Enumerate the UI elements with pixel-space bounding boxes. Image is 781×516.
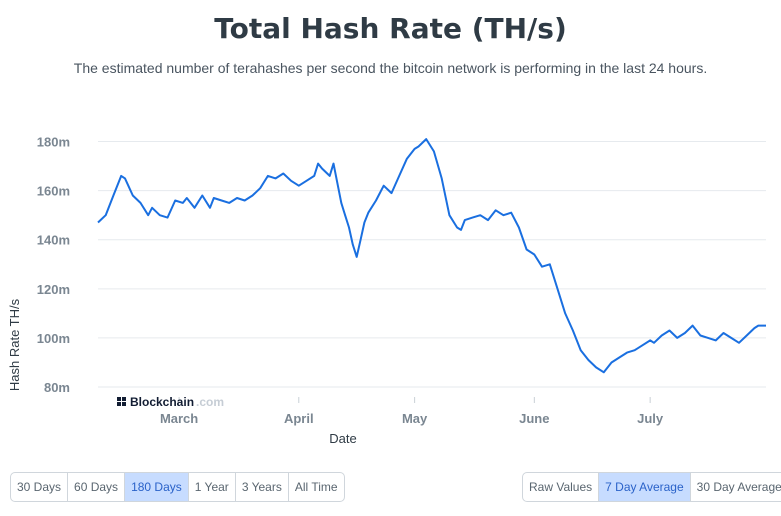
x-tick-label: May — [402, 411, 428, 426]
timespan-60-days-button[interactable]: 60 Days — [68, 473, 126, 501]
x-tick-label: July — [637, 411, 664, 426]
x-axis-ticks: March April May June July — [160, 397, 664, 426]
average-selector: Raw Values 7 Day Average 30 Day Average — [522, 472, 781, 502]
timespan-1-year-button[interactable]: 1 Year — [189, 473, 236, 501]
timespan-selector: 30 Days 60 Days 180 Days 1 Year 3 Years All T… — [10, 472, 345, 502]
watermark-suffix: .com — [196, 395, 224, 409]
y-tick-label: 80m — [44, 380, 70, 395]
y-axis-label: Hash Rate TH/s — [7, 298, 22, 391]
average-7-day-average-button[interactable]: 7 Day Average — [599, 473, 691, 501]
y-tick-label: 180m — [37, 135, 70, 150]
average-raw-values-button[interactable]: Raw Values — [523, 473, 600, 501]
watermark-brand: Blockchain — [130, 395, 194, 409]
hash-rate-chart: 80m 100m 120m 140m 160m 180m March April May Jun… — [7, 135, 766, 446]
blockchain-logo-icon — [117, 397, 126, 406]
timespan-180-days-button[interactable]: 180 Days — [125, 473, 189, 501]
x-tick-label: April — [284, 411, 314, 426]
timespan-3-years-button[interactable]: 3 Years — [236, 473, 289, 501]
blockchain-watermark: Blockchain .com — [117, 395, 224, 409]
series-line-group — [97, 138, 766, 374]
grid-lines — [98, 141, 766, 388]
chart-title: Total Hash Rate (TH/s) — [214, 12, 567, 45]
y-axis-ticks: 80m 100m 120m 140m 160m 180m — [37, 135, 70, 395]
timespan-30-days-button[interactable]: 30 Days — [11, 473, 69, 501]
y-tick-label: 100m — [37, 331, 70, 346]
y-tick-label: 120m — [37, 282, 70, 297]
series-line — [97, 138, 766, 374]
x-tick-label: March — [160, 411, 198, 426]
y-tick-label: 140m — [37, 233, 70, 248]
x-axis-label: Date — [329, 431, 356, 446]
y-tick-label: 160m — [37, 184, 70, 199]
average-30-day-average-button[interactable]: 30 Day Average — [696, 480, 781, 494]
chart-subtitle: The estimated number of terahashes per s… — [73, 60, 708, 76]
timespan-all-time-button[interactable]: All Time — [294, 480, 338, 494]
x-tick-label: June — [519, 411, 549, 426]
